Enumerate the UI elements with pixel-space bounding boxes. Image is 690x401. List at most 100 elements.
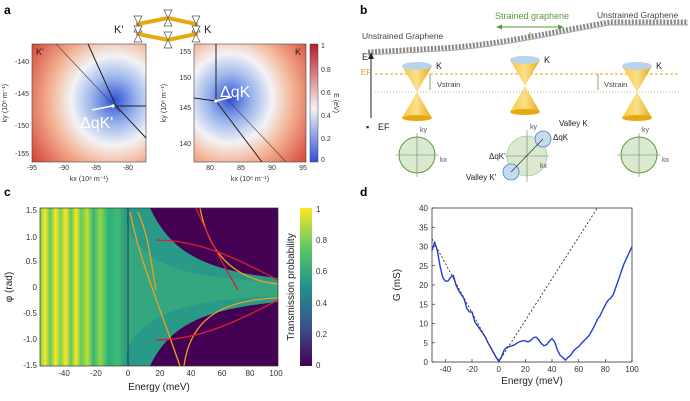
d-series-1 <box>431 238 500 363</box>
left-xtick-3: -80 <box>123 165 133 172</box>
red-curve-lower <box>155 299 279 341</box>
left-ytick-3: -155 <box>15 151 29 158</box>
cba-tick-5: 0 <box>321 157 325 164</box>
right-map-line-b <box>215 100 263 163</box>
colorbar-a: 1 0.8 0.6 0.4 0.2 0 E (eV) <box>309 43 339 164</box>
d-ytick-8: 40 <box>419 204 428 213</box>
right-dq-label: ΔqK <box>220 84 251 101</box>
cbc-tick-5: 0 <box>316 361 321 370</box>
cbc-tick-2: 0.6 <box>316 267 328 276</box>
d-ytick-0: 0 <box>424 358 429 367</box>
d-xtick-3: 20 <box>521 365 530 374</box>
cone-left-k-label: K <box>436 61 442 71</box>
cbc-tick-4: 0.2 <box>316 330 328 339</box>
unstrained-right-label: Unstrained Graphene <box>597 10 679 20</box>
left-xtick-2: -85 <box>91 165 101 172</box>
ef-bullet: ▪ <box>366 122 369 132</box>
d-xtick-7: 100 <box>625 365 639 374</box>
cbc-tick-0: 1 <box>316 205 321 214</box>
red-curve-mid <box>195 207 239 291</box>
right-dq-point <box>214 99 218 103</box>
left-xtick-1: -90 <box>59 165 69 172</box>
fermi-circle-middle-kx: kx <box>540 163 548 170</box>
c-xtick-3: 20 <box>156 369 165 378</box>
c-xlabel: Energy (meV) <box>128 382 190 393</box>
transmission-map: -40 -20 0 20 40 60 80 100 1.5 1.0 0.5 0 … <box>4 206 283 393</box>
c-xtick-2: 0 <box>126 369 131 378</box>
cone-left-upper <box>402 66 432 92</box>
graphene-lattice <box>367 19 688 55</box>
fermi-circle-right-ky: ky <box>642 127 650 134</box>
right-ytick-3: 140 <box>179 141 191 148</box>
cone-middle-top <box>510 56 540 64</box>
c-xtick-6: 80 <box>246 369 255 378</box>
cone-middle-lower <box>510 86 540 112</box>
left-map-line-thin <box>55 43 121 113</box>
d-ytick-5: 25 <box>419 262 428 271</box>
c-ytick-4: -0.5 <box>23 309 37 318</box>
strain-arrow-head-left <box>496 24 502 30</box>
right-xtick-1: 85 <box>237 165 245 172</box>
cone-right-k-label: K <box>656 61 662 71</box>
cba-tick-1: 0.8 <box>321 67 331 74</box>
cba-tick-4: 0.2 <box>321 136 331 143</box>
right-map-line-a <box>193 97 217 102</box>
c-ylabel: φ (rad) <box>4 272 15 302</box>
cone-middle-bottom <box>510 109 540 115</box>
right-ytick-0: 155 <box>179 49 191 56</box>
c-xtick-7: 100 <box>269 369 283 378</box>
fermi-circle-right-kx: kx <box>662 157 670 164</box>
cone-left-lower <box>402 92 432 118</box>
c-ytick-6: -1.5 <box>23 361 37 370</box>
cone-left <box>402 62 432 121</box>
left-map-area <box>31 43 147 163</box>
cone-left-top <box>402 62 432 70</box>
cone-middle-k-label: K <box>544 55 550 65</box>
colorbar-c-title: Transmission probability <box>286 233 297 340</box>
left-dq-label: ΔqK' <box>80 115 113 132</box>
ef-bullet-label: EF <box>378 122 390 132</box>
right-dq-arrow <box>215 96 233 102</box>
right-map-corner-label: K <box>295 47 301 57</box>
cbc-tick-1: 0.8 <box>316 236 328 245</box>
left-dq-point <box>111 104 115 108</box>
left-dq-arrow <box>91 105 113 111</box>
left-xtick-0: -95 <box>27 165 37 172</box>
right-xlabel: kx (10⁸ m⁻¹) <box>231 176 269 183</box>
cone-middle <box>510 56 540 115</box>
inset-cones <box>133 9 201 49</box>
d-xtick-1: -20 <box>466 365 478 374</box>
d-ytick-1: 5 <box>424 339 429 348</box>
cba-tick-3: 0.4 <box>321 113 331 120</box>
cone-right-lower <box>622 92 652 118</box>
dq-k-label: ΔqK <box>553 133 569 142</box>
dq-kp-label: ΔqK' <box>489 152 506 161</box>
transmission-map-frame <box>39 207 279 367</box>
valley-k-label: Valley K <box>559 119 588 128</box>
left-map-line-a <box>87 43 117 107</box>
d-ytick-4: 20 <box>419 281 428 290</box>
c-xtick-1: -20 <box>90 369 102 378</box>
c-ytick-1: 1.0 <box>26 233 38 242</box>
right-xtick-2: 90 <box>268 165 276 172</box>
right-map-area <box>193 43 307 163</box>
d-xtick-4: 40 <box>548 365 557 374</box>
left-map-line-c <box>115 105 147 139</box>
fermi-circle-middle: ky kx Valley K ΔqK ΔqK' Valley K' <box>466 119 588 182</box>
unstrained-left-label: Unstrained Graphene <box>362 31 444 41</box>
panel-label-a: a <box>4 3 11 17</box>
panel-label-b: b <box>360 3 367 17</box>
fermi-circle-middle-ky: ky <box>530 124 538 131</box>
left-ytick-1: -145 <box>15 91 29 98</box>
cone-left-bottom <box>402 115 432 121</box>
inset-k-label: K <box>204 24 212 36</box>
epsilon-label: ε <box>528 30 532 39</box>
conductance-chart: -40 -20 0 20 40 60 80 100 0 5 10 15 20 25 30 35 40 Energ… <box>392 204 639 387</box>
c-ytick-0: 1.5 <box>26 206 38 215</box>
right-xtick-3: 95 <box>299 165 307 172</box>
d-xtick-0: -40 <box>440 365 452 374</box>
left-xlabel: kx (10⁸ m⁻¹) <box>70 176 108 183</box>
fermi-circle-left-ky: ky <box>420 127 428 134</box>
d-ytick-6: 30 <box>419 243 428 252</box>
